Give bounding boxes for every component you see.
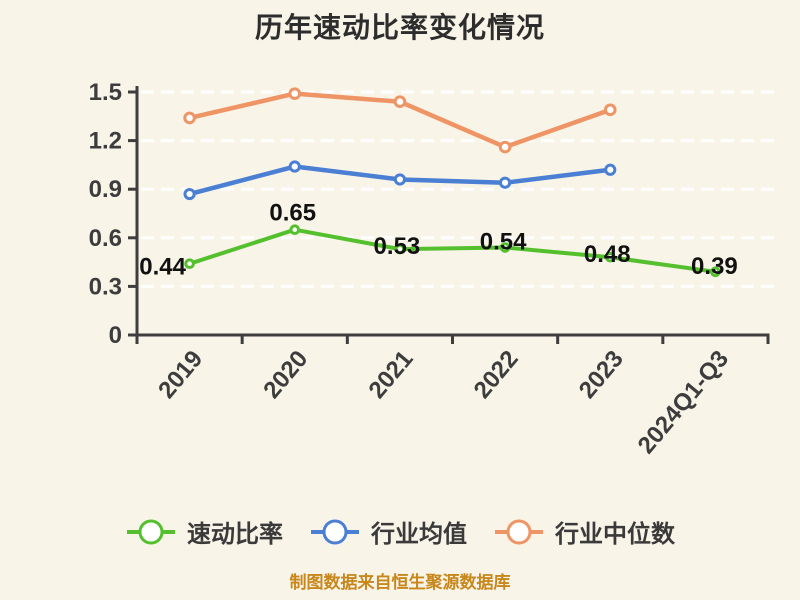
legend-label-industry-mean: 行业均值	[371, 521, 467, 548]
data-point-marker	[498, 176, 512, 189]
x-tick-label: 2019	[153, 346, 208, 404]
data-point-marker	[183, 111, 196, 125]
y-tick-label: 0.9	[89, 176, 122, 203]
y-tick-label: 1.2	[89, 128, 122, 155]
x-tick-label: 2021	[364, 346, 419, 404]
data-point-marker	[393, 173, 407, 186]
y-tick-label: 0.6	[89, 225, 122, 252]
line-chart-plot: 0 0.3 0.6 0.9 1.2 1.5 2019 2020 2021 2022 2023 2024…	[89, 79, 777, 459]
data-point-value-label: 0.65	[269, 200, 316, 227]
data-point-value-label: 0.53	[374, 233, 421, 260]
series-行业均值	[183, 160, 617, 201]
x-tick-label: 2023	[574, 346, 629, 404]
legend-item-quick-ratio: 速动比率	[125, 514, 283, 549]
series-line	[187, 227, 718, 274]
legend-label-industry-median: 行业中位数	[555, 521, 675, 548]
legend-marker-industry-mean-icon	[311, 519, 359, 544]
y-tick-label: 1.5	[89, 79, 122, 106]
data-point-marker	[498, 140, 512, 154]
data-point-marker	[184, 258, 195, 270]
x-tick-label: 2022	[469, 346, 524, 404]
gridlines	[141, 90, 777, 288]
data-point-value-label: 0.54	[480, 229, 527, 256]
legend-marker-industry-median-icon	[495, 519, 543, 544]
data-point-marker	[183, 187, 196, 201]
data-point-marker	[604, 163, 617, 176]
data-point-marker	[394, 243, 406, 255]
data-point-marker	[289, 224, 301, 235]
data-point-marker	[603, 103, 617, 117]
data-point-value-label: 0.44	[139, 254, 186, 281]
legend-item-industry-mean: 行业均值	[309, 514, 467, 549]
data-source-note: 制图数据来自恒生聚源数据库	[289, 573, 511, 592]
data-point-marker	[288, 160, 301, 173]
y-tick-label: 0.3	[89, 273, 122, 300]
legend-item-industry-median: 行业中位数	[493, 514, 675, 549]
x-tick-label: 2024Q1-Q3	[633, 346, 734, 459]
legend-marker-quick-ratio-icon	[127, 519, 175, 544]
chart-title: 历年速动比率变化情况	[254, 12, 545, 43]
data-point-marker	[604, 251, 616, 263]
data-point-value-label: 0.48	[584, 241, 631, 268]
data-point-value-label: 0.39	[691, 253, 738, 280]
legend-label-quick-ratio: 速动比率	[187, 521, 283, 548]
x-tick-label: 2020	[258, 346, 313, 404]
y-tick-label: 0	[109, 322, 122, 349]
data-point-marker	[393, 95, 407, 109]
series-行业中位数	[183, 87, 617, 154]
axes: 0 0.3 0.6 0.9 1.2 1.5 2019 2020 2021 2022 2023 2024…	[89, 79, 770, 459]
series-速动比率: 0.44 0.65 0.53 0.54 0.48 0.39	[139, 200, 738, 281]
data-point-marker	[710, 266, 721, 278]
chart-legend: 速动比率 行业均值 行业中位数	[0, 514, 800, 549]
data-point-marker	[288, 87, 302, 100]
data-point-marker	[499, 242, 511, 253]
